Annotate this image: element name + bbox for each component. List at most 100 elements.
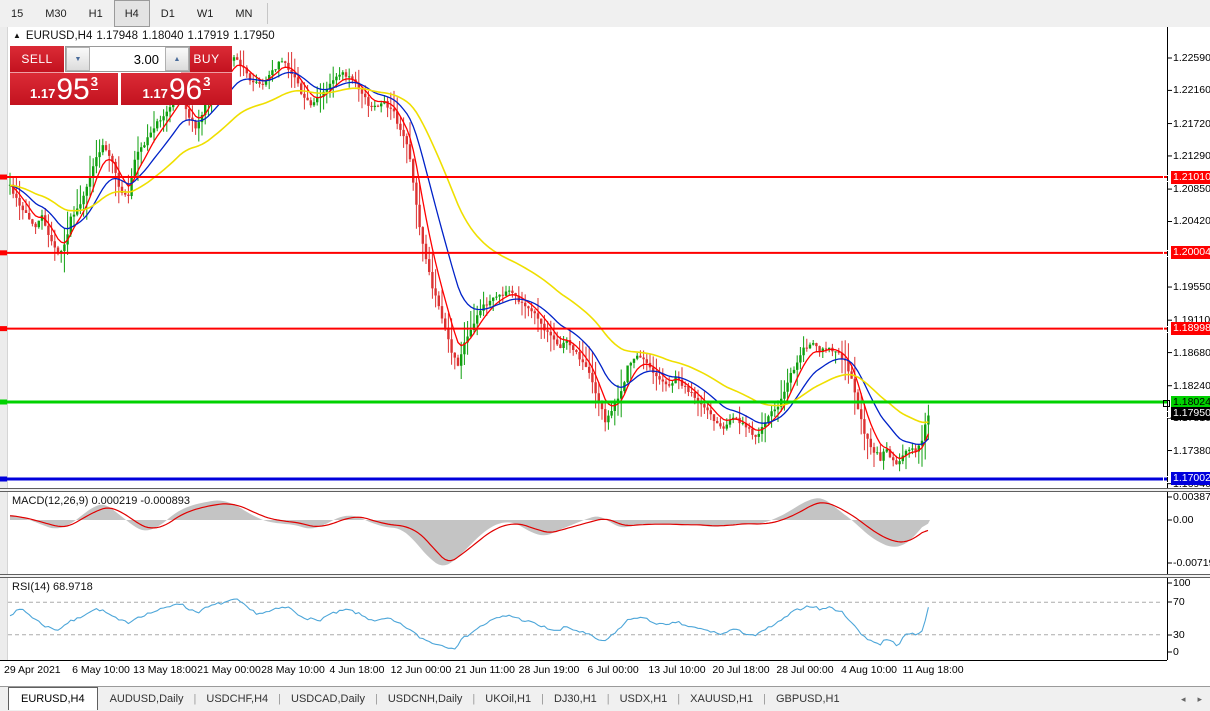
timeframe-button-mn[interactable]: MN <box>235 7 253 20</box>
buy-price-big: 96 <box>168 73 203 106</box>
time-axis-label: 4 Jun 18:00 <box>329 664 385 676</box>
time-axis-label: 4 Aug 10:00 <box>840 664 898 676</box>
buy-price-prefix: 1.17 <box>142 86 168 101</box>
volume-input[interactable] <box>90 47 165 71</box>
toolbar-separator <box>267 3 269 24</box>
timeframe-button-d1[interactable]: D1 <box>160 7 175 20</box>
time-axis-label: 29 Apr 2021 <box>4 664 61 676</box>
rsi-tick-label: 30 <box>1173 629 1185 641</box>
time-axis-label: 28 Jul 00:00 <box>776 664 834 676</box>
timeframe-button-h1[interactable]: H1 <box>88 7 103 20</box>
tab-gbpusd-h1[interactable]: GBPUSD,H1 <box>775 692 840 705</box>
symbol-title: EURUSD,H4 <box>25 30 93 42</box>
tab-separator: | <box>374 692 378 705</box>
time-axis-label: 28 Jun 19:00 <box>518 664 580 676</box>
current-price-badge: 1.17950 <box>1163 406 1210 420</box>
ohlc-high: 1.18040 <box>141 30 184 42</box>
time-axis-label: 12 Jun 00:00 <box>390 664 452 676</box>
price-line-badge: 1.18998 <box>1163 322 1210 336</box>
sell-price-display[interactable]: 1.17 95 3 <box>10 73 118 105</box>
tab-usdchf-h4[interactable]: USDCHF,H4 <box>206 692 269 705</box>
tab-usdcad-daily[interactable]: USDCAD,Daily <box>291 692 365 705</box>
rsi-tick-label: 100 <box>1173 577 1191 589</box>
price-line-badge: 1.18024 <box>1163 395 1210 409</box>
price-tick-label: 1.22160 <box>1173 84 1210 97</box>
sell-price-prefix: 1.17 <box>30 86 56 101</box>
window-collapse-icon[interactable]: ▲ <box>13 31 21 40</box>
price-tick-label: 1.22590 <box>1173 52 1210 64</box>
time-axis-label: 21 May 00:00 <box>197 664 261 676</box>
pane-separator-macd[interactable] <box>0 488 1210 492</box>
pane-separator-rsi[interactable] <box>0 574 1210 578</box>
timeframe-button-w1[interactable]: W1 <box>196 7 214 20</box>
tab-separator: | <box>606 692 610 705</box>
tab-separator: | <box>677 692 681 705</box>
tab-audusd-daily[interactable]: AUDUSD,Daily <box>109 692 184 705</box>
chevron-up-icon: ▲ <box>173 55 181 63</box>
timeframe-button-15[interactable]: 15 <box>11 7 24 20</box>
price-tick-label: 1.21720 <box>1173 117 1210 130</box>
price-tick-label: 1.20850 <box>1173 183 1210 196</box>
macd-tick-label: -0.00719 <box>1173 557 1210 569</box>
rsi-tick-label: 70 <box>1173 596 1185 608</box>
rsi-tick-label: 0 <box>1173 646 1179 658</box>
timeframe-button-m30[interactable]: M30 <box>45 7 67 20</box>
tab-scroll-arrows: ◂ ▸ <box>1181 687 1202 711</box>
tab-separator: | <box>763 692 766 705</box>
timeframe-button-h4[interactable]: H4 <box>113 0 150 27</box>
tab-ukoil-h1[interactable]: UKOil,H1 <box>485 692 532 705</box>
price-tick-label: 1.20420 <box>1173 215 1210 228</box>
price-line-badge: 1.17002 <box>1163 472 1210 486</box>
time-axis-label: 20 Jul 18:00 <box>712 664 770 676</box>
ohlc-close: 1.17950 <box>233 30 275 42</box>
chevron-down-icon: ▼ <box>74 55 82 63</box>
chart-header: ▲ EURUSD,H4 1.17948 1.18040 1.17919 1.17950 <box>13 30 279 42</box>
tabs-scroll-right-icon[interactable]: ▸ <box>1197 693 1202 704</box>
volume-spinner: ▼ ▲ <box>65 46 190 72</box>
volume-decrease-button[interactable]: ▼ <box>66 47 90 71</box>
macd-tick-label: 0.00 <box>1173 514 1194 526</box>
time-axis-label: 11 Aug 18:00 <box>902 664 964 676</box>
macd-tick-label: 0.003873 <box>1173 491 1210 503</box>
tab-separator: | <box>193 692 197 705</box>
ohlc-low: 1.17919 <box>187 30 230 42</box>
tab-separator: | <box>541 692 544 705</box>
price-tick-label: 1.18240 <box>1173 379 1210 392</box>
buy-price-display[interactable]: 1.17 96 3 <box>121 73 232 105</box>
tab-separator: | <box>278 692 281 705</box>
price-tick-label: 1.19550 <box>1173 281 1210 294</box>
buy-button-label: BUY <box>193 52 220 66</box>
time-axis-label: 13 Jul 10:00 <box>648 664 706 676</box>
timeframe-toolbar: 15 M30 H1 H4 D1 W1 MN <box>0 0 1210 28</box>
price-line-badge: 1.20004 <box>1163 246 1210 260</box>
time-axis-label: 6 Jul 00:00 <box>587 664 639 676</box>
sell-button-label: SELL <box>21 52 53 66</box>
sell-button[interactable]: SELL <box>10 46 64 73</box>
time-axis-label: 6 May 10:00 <box>72 664 130 676</box>
price-tick-label: 1.21290 <box>1173 149 1210 162</box>
price-chart[interactable] <box>0 27 1210 661</box>
tab-separator: | <box>472 692 476 705</box>
macd-indicator-label: MACD(12,26,9) 0.000219 -0.000893 <box>12 495 190 507</box>
ohlc-open: 1.17948 <box>96 30 138 42</box>
tab-eurusd-h4[interactable]: EURUSD,H4 <box>8 687 98 710</box>
volume-increase-button[interactable]: ▲ <box>165 47 189 71</box>
tab-usdcnh-daily[interactable]: USDCNH,Daily <box>387 692 463 705</box>
time-axis-label: 21 Jun 11:00 <box>455 664 515 676</box>
chart-window: ▲ EURUSD,H4 1.17948 1.18040 1.17919 1.17950 S… <box>0 27 1210 686</box>
sell-price-big: 95 <box>56 73 90 106</box>
time-axis-label: 13 May 18:00 <box>133 664 197 676</box>
tab-xauusd-h1[interactable]: XAUUSD,H1 <box>690 692 754 705</box>
chart-left-border <box>0 27 8 660</box>
time-axis-label: 28 May 10:00 <box>261 664 325 676</box>
chart-tab-bar: EURUSD,H4 AUDUSD,Daily | USDCHF,H4 | USDCAD,D… <box>0 686 1210 710</box>
tab-usdx-h1[interactable]: USDX,H1 <box>619 692 668 705</box>
rsi-indicator-label: RSI(14) 68.9718 <box>12 581 93 593</box>
tabs-scroll-left-icon[interactable]: ◂ <box>1180 693 1186 704</box>
price-line-badge: 1.21010 <box>1163 170 1210 184</box>
tab-dj30-h1[interactable]: DJ30,H1 <box>553 692 597 705</box>
price-tick-label: 1.17380 <box>1173 444 1210 457</box>
buy-price-pip: 3 <box>203 74 211 90</box>
price-tick-label: 1.18680 <box>1173 346 1210 359</box>
